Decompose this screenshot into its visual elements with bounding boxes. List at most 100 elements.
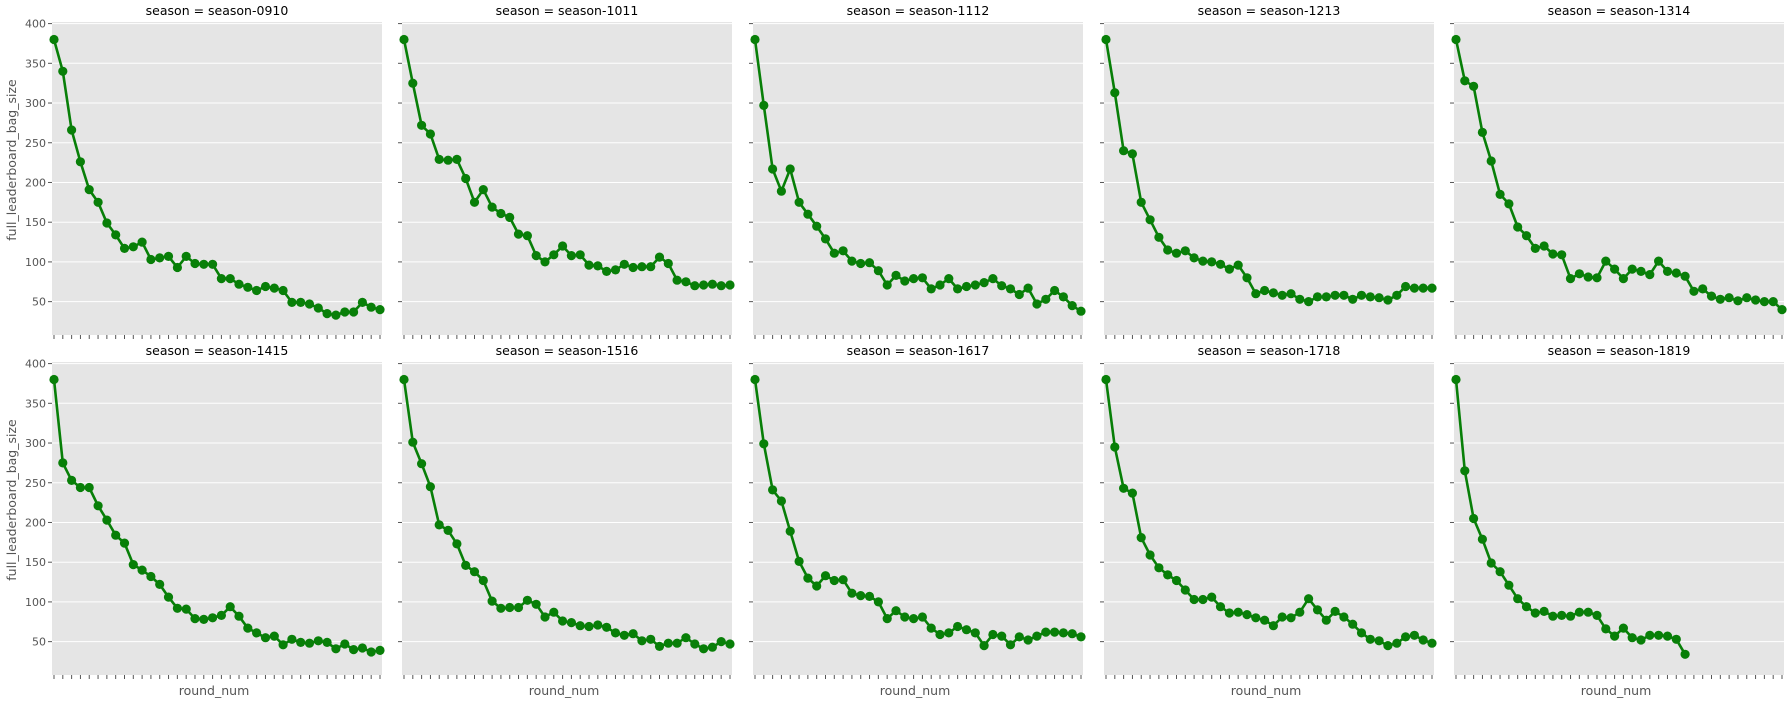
data-point bbox=[278, 640, 288, 650]
data-point bbox=[820, 571, 831, 581]
data-point bbox=[349, 307, 359, 317]
data-point bbox=[1260, 285, 1270, 296]
data-point bbox=[137, 237, 147, 247]
data-point bbox=[58, 66, 68, 76]
data-point bbox=[540, 257, 550, 267]
data-point bbox=[1304, 594, 1314, 604]
y-axis-label-bottom-row: full_leaderboard_bag_size bbox=[4, 419, 19, 581]
data-point bbox=[935, 280, 945, 290]
data-point bbox=[1171, 575, 1182, 586]
data-point bbox=[838, 575, 848, 585]
data-point bbox=[1198, 594, 1208, 605]
data-point bbox=[1268, 288, 1278, 298]
data-point bbox=[794, 197, 804, 207]
data-point bbox=[216, 274, 226, 284]
data-point bbox=[997, 281, 1007, 291]
data-point bbox=[1014, 289, 1024, 300]
data-point bbox=[1610, 631, 1620, 641]
data-point bbox=[970, 628, 980, 638]
data-point bbox=[970, 280, 980, 290]
data-point bbox=[619, 259, 629, 269]
data-point bbox=[469, 567, 480, 577]
panel-title: season = season-1516 bbox=[496, 343, 639, 358]
data-point bbox=[1180, 585, 1190, 595]
y-tick-label: 150 bbox=[25, 216, 46, 229]
data-point bbox=[1365, 292, 1375, 302]
data-point bbox=[375, 645, 385, 656]
data-point bbox=[469, 197, 480, 207]
data-point bbox=[1654, 256, 1664, 266]
data-point bbox=[296, 637, 306, 648]
data-point bbox=[558, 616, 568, 626]
data-point bbox=[1242, 610, 1252, 620]
y-tick-label: 300 bbox=[25, 97, 46, 110]
data-point bbox=[137, 565, 147, 575]
data-point bbox=[1067, 301, 1077, 311]
data-point bbox=[199, 259, 209, 269]
data-point bbox=[1233, 260, 1243, 270]
data-point bbox=[725, 280, 735, 290]
data-point bbox=[873, 266, 884, 276]
data-point bbox=[1127, 488, 1137, 498]
data-point bbox=[1154, 232, 1164, 242]
data-point bbox=[208, 613, 218, 623]
data-point bbox=[864, 258, 875, 268]
data-point bbox=[1374, 636, 1384, 646]
data-point bbox=[399, 34, 409, 45]
data-point bbox=[513, 602, 524, 613]
data-point bbox=[331, 644, 341, 654]
data-point bbox=[1469, 513, 1479, 524]
data-point bbox=[357, 643, 367, 653]
data-point bbox=[425, 482, 435, 492]
data-point bbox=[681, 633, 691, 643]
data-point bbox=[1050, 285, 1060, 296]
facet-panel: 50 100 150 200 250 300 350 400 season = season-0… bbox=[25, 3, 385, 339]
data-point bbox=[1427, 638, 1437, 648]
data-point bbox=[1286, 613, 1296, 623]
data-point bbox=[926, 623, 936, 633]
data-point bbox=[1374, 293, 1384, 303]
data-point bbox=[478, 185, 488, 195]
data-point bbox=[1058, 292, 1068, 302]
panel-background bbox=[753, 362, 1083, 675]
data-point bbox=[225, 274, 235, 284]
data-point bbox=[408, 437, 418, 447]
data-point bbox=[234, 611, 244, 621]
data-point bbox=[1005, 640, 1016, 650]
panel-background bbox=[52, 22, 382, 335]
data-point bbox=[953, 284, 963, 294]
data-point bbox=[864, 591, 875, 602]
data-point bbox=[93, 501, 103, 511]
data-point bbox=[1215, 602, 1226, 612]
data-point bbox=[531, 599, 541, 609]
data-point bbox=[1145, 550, 1155, 560]
data-point bbox=[128, 242, 138, 252]
panel-background bbox=[52, 362, 382, 675]
y-axis-label-top-row: full_leaderboard_bag_size bbox=[4, 79, 19, 241]
data-point bbox=[776, 186, 787, 196]
data-point bbox=[847, 588, 857, 598]
data-point bbox=[417, 120, 427, 130]
x-axis-label-col-3: round_num bbox=[880, 683, 951, 698]
facet-panel: season = season-1112 bbox=[749, 3, 1086, 339]
data-point bbox=[102, 515, 112, 525]
data-point bbox=[593, 620, 603, 630]
panel-background bbox=[402, 362, 732, 675]
data-point bbox=[522, 231, 533, 241]
data-point bbox=[408, 78, 418, 88]
data-point bbox=[1427, 283, 1437, 293]
data-point bbox=[1409, 630, 1419, 640]
data-point bbox=[707, 642, 718, 652]
data-point bbox=[425, 129, 435, 139]
data-point bbox=[1348, 294, 1358, 304]
data-point bbox=[1127, 149, 1137, 159]
data-point bbox=[119, 243, 130, 253]
data-point bbox=[1671, 268, 1681, 278]
data-point bbox=[1058, 628, 1068, 638]
data-point bbox=[1330, 606, 1340, 617]
data-point bbox=[1023, 635, 1033, 645]
data-point bbox=[1680, 649, 1690, 659]
panel-background bbox=[402, 22, 732, 335]
data-point bbox=[1548, 611, 1558, 621]
data-point bbox=[900, 612, 910, 622]
